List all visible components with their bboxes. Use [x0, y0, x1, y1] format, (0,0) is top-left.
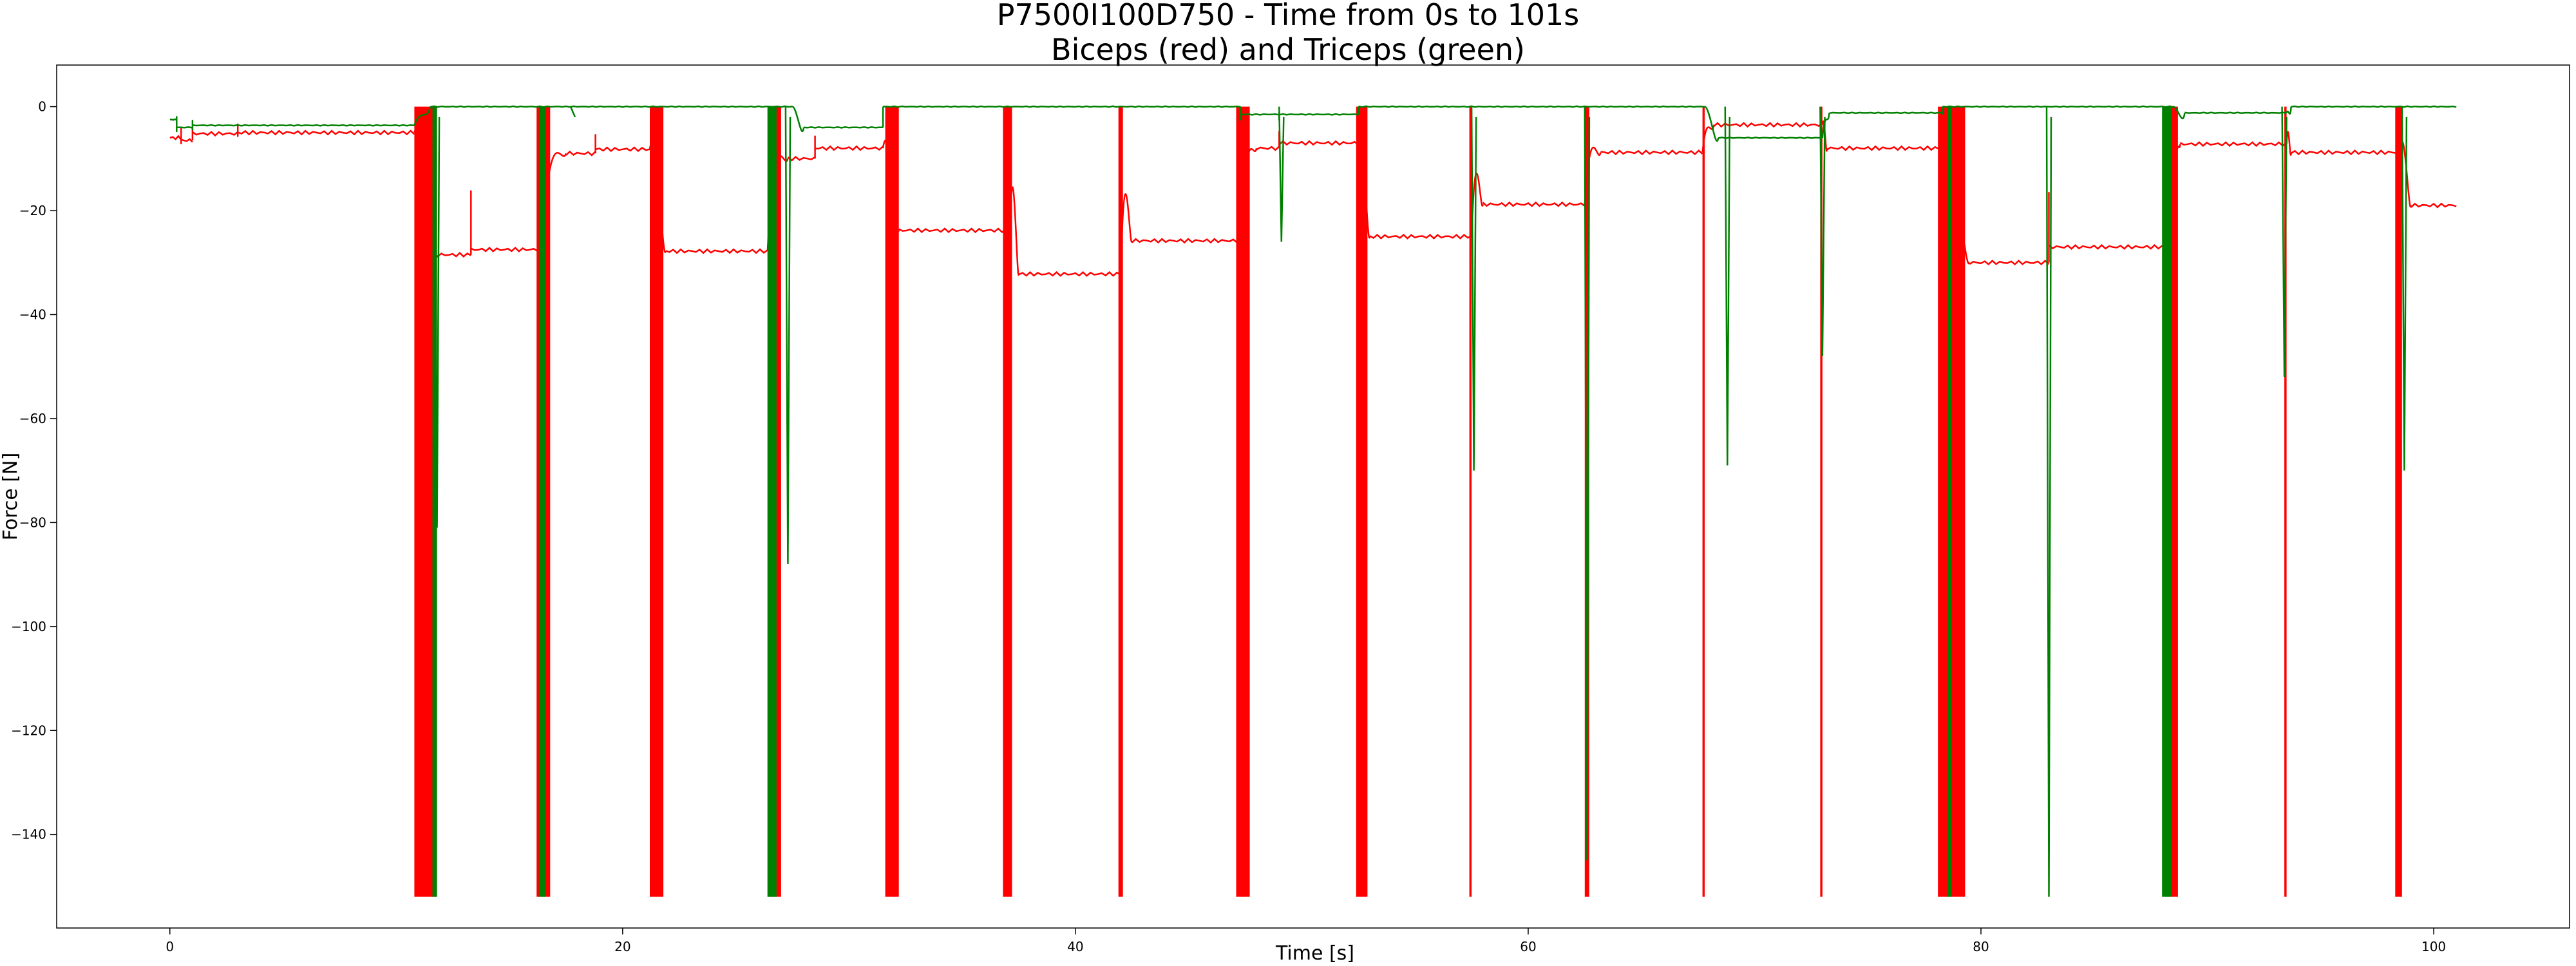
series-transition: [1821, 113, 1830, 138]
x-tick-label: 20: [614, 939, 630, 954]
series-line-segment: [470, 247, 542, 252]
x-tick-label: 100: [2421, 939, 2446, 954]
series-line-segment: [883, 105, 1241, 108]
series-dropout-band: [650, 106, 664, 897]
series-layer: [169, 105, 2457, 897]
y-tick-label: −120: [11, 723, 46, 738]
series-line-segment: [176, 126, 193, 129]
series-spike: [1724, 106, 1731, 466]
series-line-segment: [1713, 122, 1823, 128]
series-dropout-band: [432, 106, 437, 897]
series-dropout-band: [538, 106, 546, 897]
series-line-segment: [815, 145, 884, 151]
series-transition: [413, 106, 431, 126]
series-line-segment: [169, 135, 182, 140]
series-line-segment: [898, 227, 1010, 234]
series-spike: [2401, 106, 2408, 471]
series-line-segment: [237, 129, 415, 136]
chart-title: P7500I100D750 - Time from 0s to 101s: [996, 0, 1580, 32]
series-line-segment: [2179, 141, 2287, 147]
series-transition: [2286, 106, 2292, 115]
series-line-segment: [1942, 105, 2174, 108]
series-spike: [784, 106, 791, 564]
series-line-segment: [1369, 234, 1472, 240]
x-tick-label: 40: [1067, 939, 1083, 954]
series-dropout-band: [1236, 106, 1250, 897]
series-1: [169, 106, 2457, 897]
series-spike: [1584, 106, 1591, 861]
series-line-segment: [430, 105, 793, 108]
series-dropout-band: [2284, 106, 2287, 897]
series-line-segment: [2410, 202, 2457, 209]
x-axis-label: Time [s]: [1275, 942, 1354, 965]
plot-frame: [56, 64, 2570, 929]
chart-subtitle: Biceps (red) and Triceps (green): [1051, 32, 1525, 67]
series-dropout-band: [1702, 106, 1705, 897]
series-dropout-band: [1003, 106, 1012, 897]
series-line-segment: [169, 118, 177, 121]
y-tick-label: −20: [19, 203, 46, 218]
x-tick-label: 80: [1973, 939, 1989, 954]
series-spike: [569, 106, 576, 118]
series-spike: [1470, 106, 1477, 471]
y-tick-label: 0: [38, 99, 46, 115]
series-spike: [1278, 106, 1285, 242]
series-dropout-band: [2162, 106, 2172, 897]
series-line-segment: [192, 131, 238, 137]
y-tick-label: −40: [19, 307, 46, 322]
series-dropout-band: [1469, 106, 1472, 897]
series-dropout-band: [1584, 106, 1589, 897]
series-transition: [1704, 106, 1719, 142]
series-transition: [2173, 106, 2186, 120]
series-line-segment: [595, 146, 650, 153]
series-spike: [2045, 106, 2052, 897]
series-line-segment: [180, 138, 193, 143]
series-dropout-band: [2395, 106, 2402, 897]
series-line-segment: [803, 126, 884, 129]
series-line-segment: [2290, 149, 2400, 156]
series-spike: [1819, 106, 1826, 357]
series-line-segment: [1256, 146, 1280, 151]
y-axis: 0 −20 −40 −60 −80 −100 −120 −140: [11, 99, 57, 842]
series-transition: [1470, 173, 1484, 237]
series-line-segment: [1600, 149, 1703, 156]
series-line-segment: [1718, 137, 1823, 139]
y-tick-label: −80: [19, 515, 46, 530]
series-line-segment: [1278, 140, 1359, 146]
series-line-segment: [2291, 105, 2457, 108]
series-dropout-band: [1118, 106, 1123, 897]
series-dropout-band: [767, 106, 777, 897]
y-axis-label: Force [N]: [0, 453, 22, 541]
series-line-segment: [1240, 113, 1280, 116]
series-dropout-band: [885, 106, 899, 897]
series-line-segment: [1969, 260, 2050, 266]
series-dropout-band: [1820, 106, 1823, 897]
y-tick-label: −100: [11, 619, 46, 634]
series-line-segment: [1279, 113, 1359, 116]
series-line-segment: [665, 248, 768, 254]
series-spike: [433, 106, 440, 528]
x-tick-label: 60: [1520, 939, 1536, 954]
series-line-segment: [565, 150, 596, 156]
series-transition: [791, 106, 805, 133]
series-spike: [2281, 106, 2287, 377]
series-line-segment: [1826, 145, 1943, 151]
series-line-segment: [1131, 238, 1242, 244]
x-tick-label: 0: [166, 939, 174, 954]
series-line-segment: [1358, 105, 1705, 108]
series-dropout-band: [1947, 106, 1952, 897]
series-line-segment: [192, 124, 415, 127]
series-dropout-band: [1356, 106, 1368, 897]
series-line-segment: [1482, 201, 1586, 207]
series-2: [169, 105, 2457, 897]
y-tick-label: −140: [11, 827, 46, 842]
y-tick-label: −60: [19, 411, 46, 426]
series-line-segment: [2048, 244, 2174, 250]
series-line-segment: [787, 155, 816, 162]
series-transition: [2286, 131, 2292, 156]
x-axis: 0 20 40 60 80 100: [166, 928, 2446, 954]
series-line-segment: [1018, 271, 1121, 277]
